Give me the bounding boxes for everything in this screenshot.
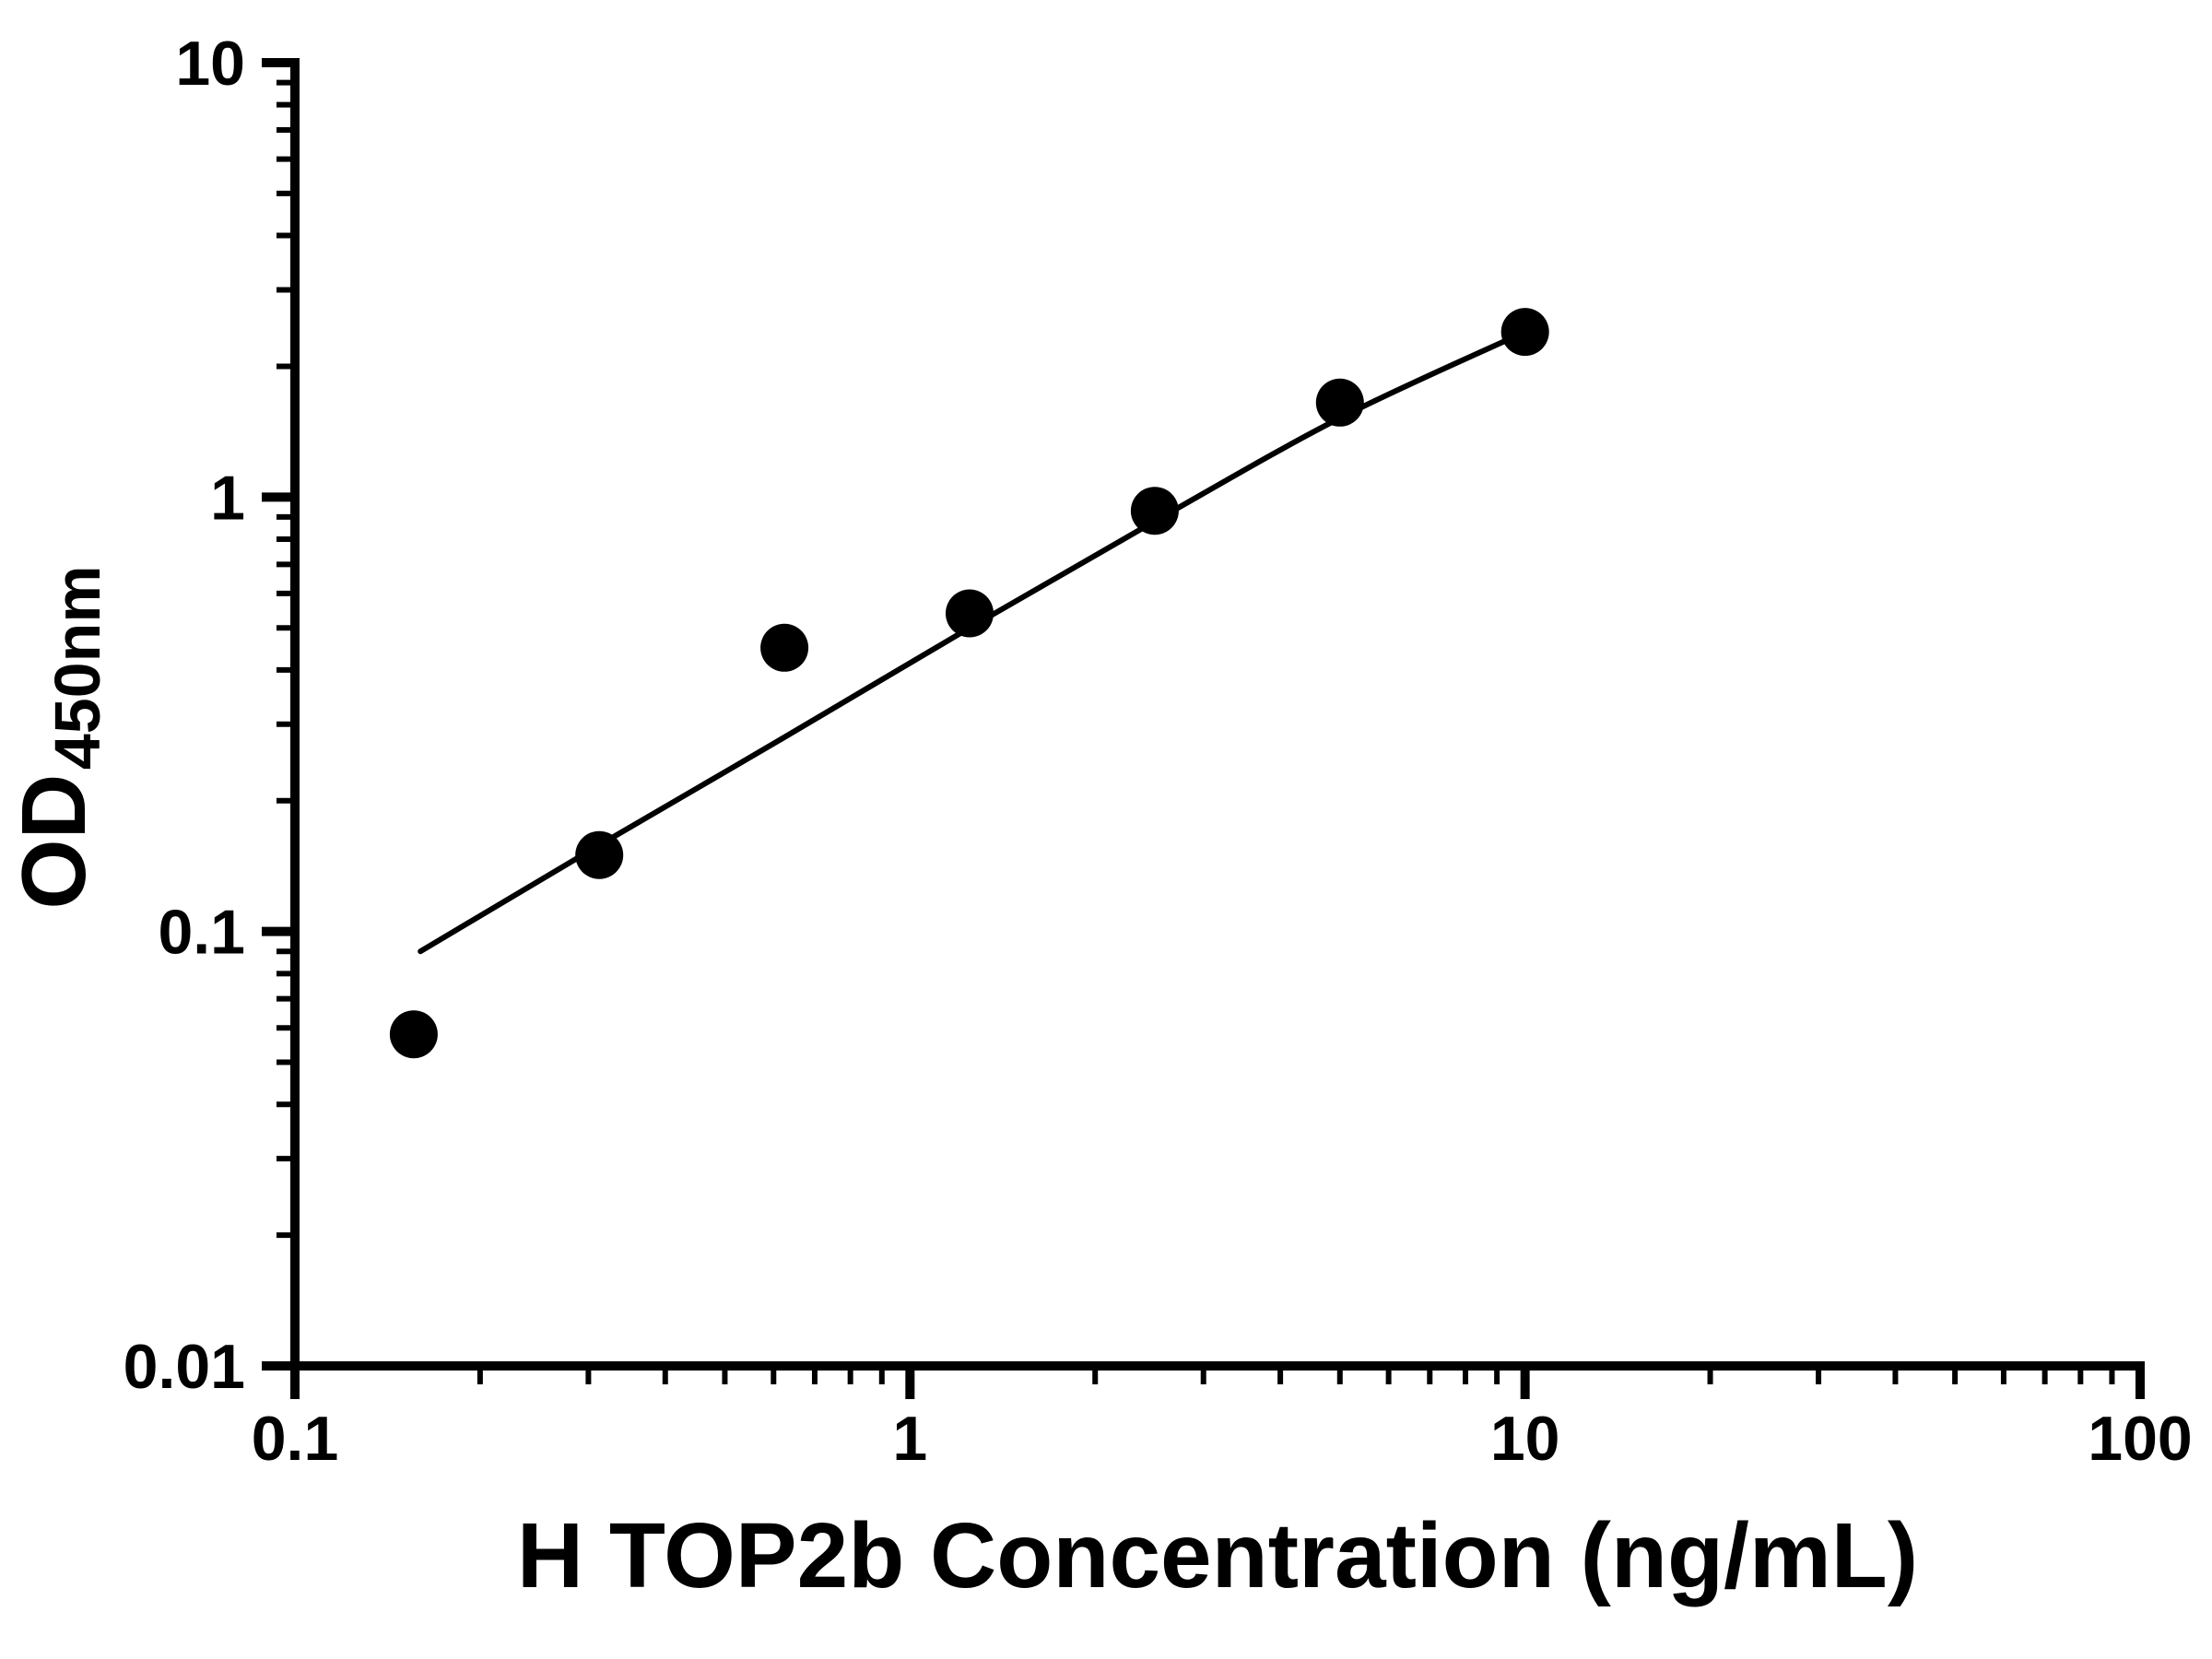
data-point <box>389 1010 438 1059</box>
axes-spine <box>290 58 2145 1371</box>
y-tick-label: 1 <box>210 463 245 533</box>
data-point <box>1130 487 1179 535</box>
data-point <box>575 830 624 879</box>
y-axis-title: OD 450nm <box>3 565 113 909</box>
y-axis-title-main: OD <box>3 774 104 910</box>
data-point <box>1500 308 1549 357</box>
y-axis-title-subscript: 450nm <box>41 565 113 770</box>
data-point <box>1315 378 1364 427</box>
data-layer <box>389 308 1549 1059</box>
y-tick-label: 10 <box>175 29 245 99</box>
x-axis-title: H TOP2b Concentration (ng/mL) <box>517 1504 1918 1607</box>
x-tick-label: 1 <box>892 1404 927 1474</box>
x-tick-label: 100 <box>2088 1404 2192 1474</box>
data-point <box>760 623 809 672</box>
y-tick-label: 0.1 <box>158 898 245 968</box>
y-tick-label: 0.01 <box>124 1332 245 1402</box>
x-tick-label: 10 <box>1490 1404 1560 1474</box>
x-tick-label: 0.1 <box>252 1404 339 1474</box>
data-point <box>946 589 994 638</box>
